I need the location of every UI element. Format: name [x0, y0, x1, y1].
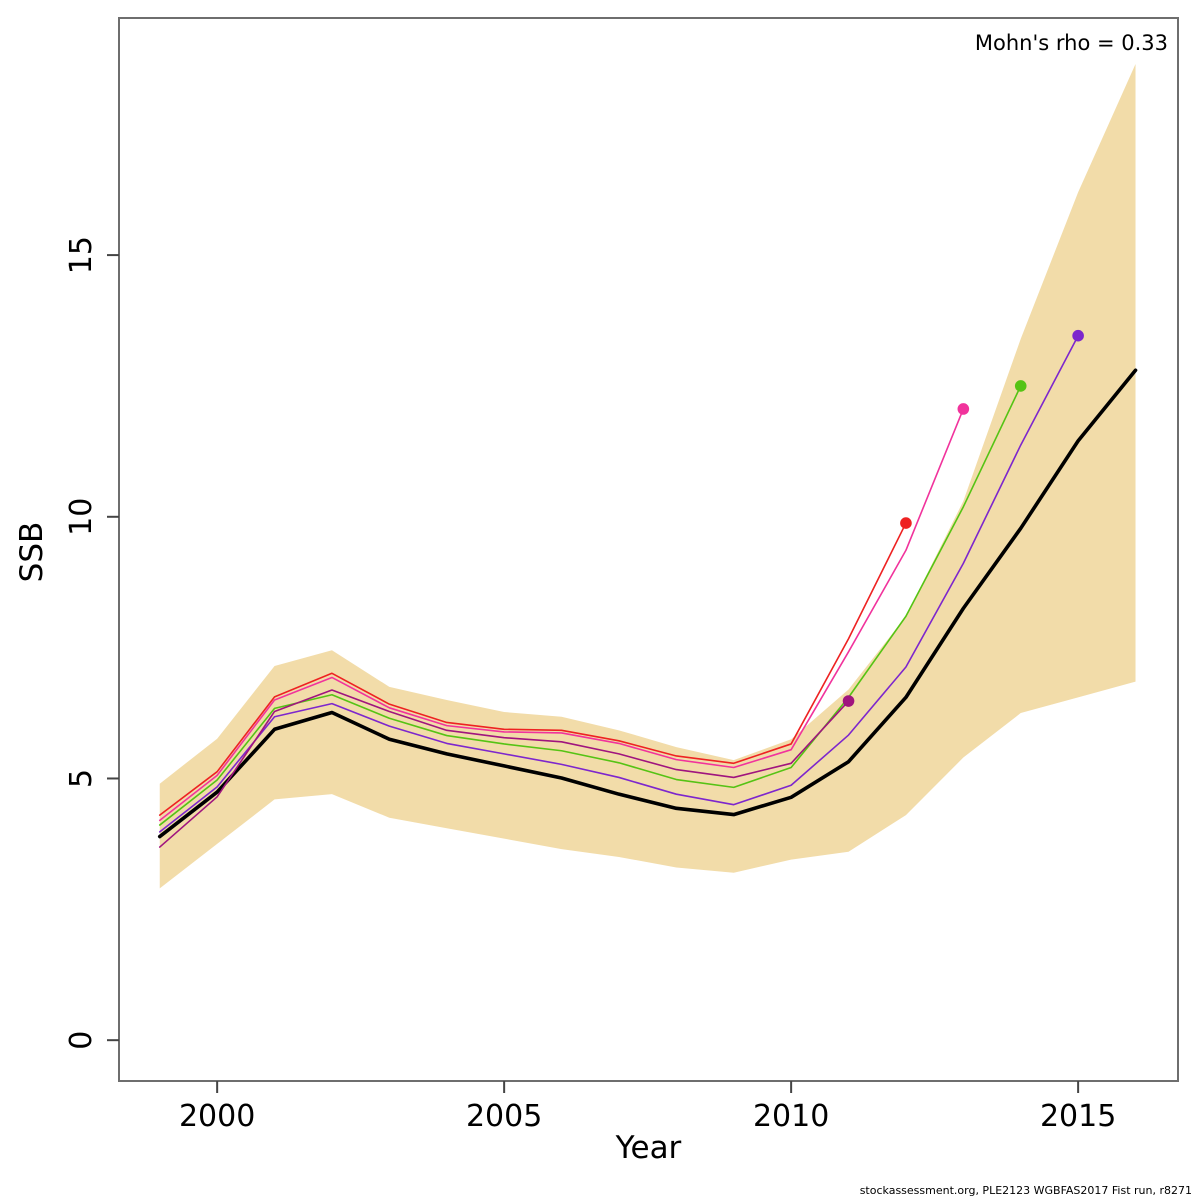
mohns-rho-annotation: Mohn's rho = 0.33 [974, 31, 1168, 55]
retro-2013-endpoint-dot [957, 403, 970, 415]
x-tick-label: 2010 [753, 1099, 829, 1134]
plot-frame [118, 17, 1179, 1082]
retro-2012-line [158, 522, 907, 816]
y-tick-label: 5 [64, 769, 99, 788]
y-axis-title: SSB [14, 521, 50, 583]
retro-2015-endpoint-dot [1072, 329, 1084, 342]
footer-credit: stockassessment.org, PLE2123 WGBFAS2017 … [859, 1184, 1192, 1197]
base-run-line [157, 368, 1138, 839]
confidence-band [159, 64, 1136, 889]
retro-2011-endpoint-dot [842, 695, 855, 707]
retro-2015-line [158, 334, 1079, 833]
y-tick-label: 15 [64, 236, 99, 274]
retro-2013-line [158, 408, 965, 822]
retro-2012-endpoint-dot [900, 517, 912, 529]
x-tick-label: 2015 [1040, 1099, 1116, 1134]
y-tick-label: 10 [64, 498, 99, 536]
x-tick-label: 2000 [179, 1099, 255, 1134]
x-axis-title: Year [615, 1130, 682, 1166]
x-tick-label: 2005 [466, 1099, 542, 1134]
y-tick-label: 0 [64, 1031, 99, 1050]
retro-2011-line [158, 689, 850, 848]
retro-2014-endpoint-dot [1014, 380, 1027, 392]
